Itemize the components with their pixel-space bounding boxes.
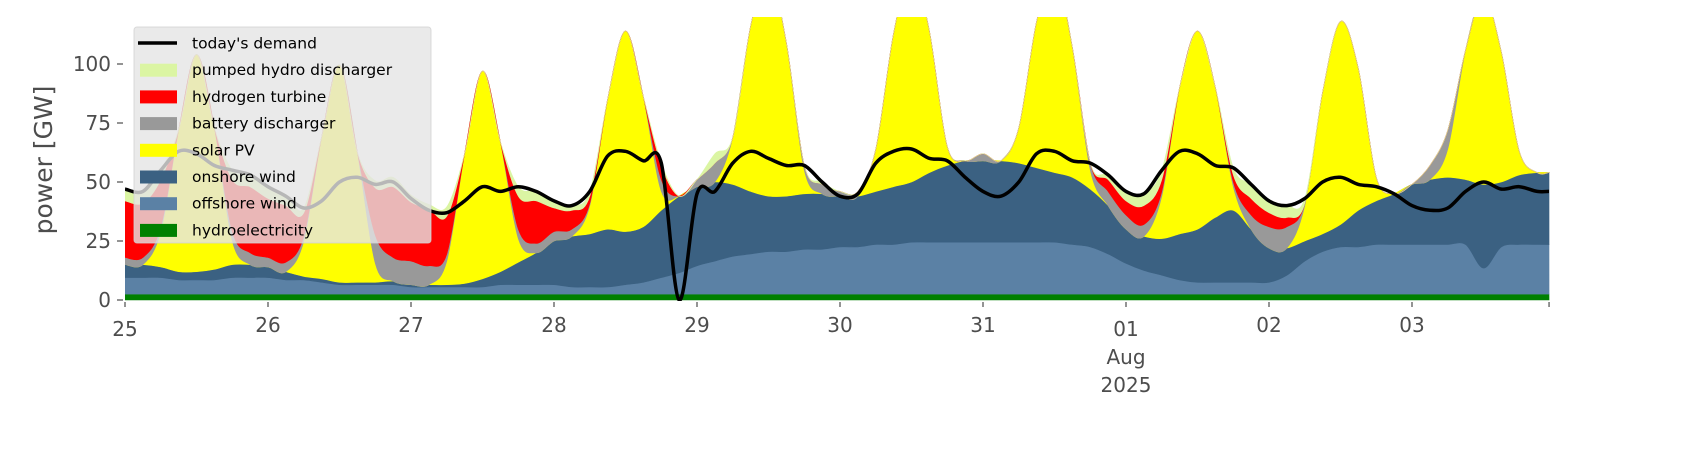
x-tick-label: 29 xyxy=(684,313,709,337)
y-axis: 0 25 50 75 100 xyxy=(73,52,123,312)
x-tick-label: 28 xyxy=(541,313,566,337)
y-axis-label: power [GW] xyxy=(29,86,58,235)
y-tick-label: 50 xyxy=(86,170,111,194)
legend-label: offshore wind xyxy=(192,195,297,213)
area-hydroelectricity xyxy=(125,293,1550,301)
legend-label: solar PV xyxy=(192,141,255,159)
legend: today's demand pumped hydro discharger hyd… xyxy=(133,26,432,244)
legend-swatch xyxy=(140,143,177,157)
x-tick-sublabel-month: Aug xyxy=(1106,345,1145,369)
y-tick-label: 25 xyxy=(86,229,111,253)
x-tick-label: 02 xyxy=(1256,313,1281,337)
x-tick-label: 25 xyxy=(112,317,137,341)
legend-swatch xyxy=(140,90,177,104)
legend-label: today's demand xyxy=(192,35,317,53)
x-tick-label: 03 xyxy=(1399,313,1424,337)
legend-label: onshore wind xyxy=(192,168,296,186)
legend-label: hydroelectricity xyxy=(192,221,313,239)
y-tick-label: 100 xyxy=(73,52,111,76)
x-axis: 25 26 27 28 29 30 31 01 Aug 2025 02 03 xyxy=(112,302,1550,397)
x-tick-label: 30 xyxy=(827,313,852,337)
x-tick-label: 27 xyxy=(398,313,423,337)
legend-swatch xyxy=(140,63,177,77)
x-tick-label: 31 xyxy=(970,313,995,337)
legend-box xyxy=(133,26,432,244)
legend-label: pumped hydro discharger xyxy=(192,61,393,79)
legend-swatch xyxy=(140,223,177,237)
legend-swatch xyxy=(140,197,177,211)
area-pumped-hydro-discharger xyxy=(125,17,1550,220)
y-tick-label: 75 xyxy=(86,111,111,135)
legend-swatch xyxy=(140,117,177,131)
x-tick-label: 26 xyxy=(255,313,280,337)
y-tick-label: 0 xyxy=(98,288,111,312)
legend-label: battery discharger xyxy=(192,115,336,133)
x-tick-sublabel-year: 2025 xyxy=(1101,373,1152,397)
legend-label: hydrogen turbine xyxy=(192,88,326,106)
legend-swatch xyxy=(140,170,177,184)
x-tick-label: 01 xyxy=(1113,317,1138,341)
